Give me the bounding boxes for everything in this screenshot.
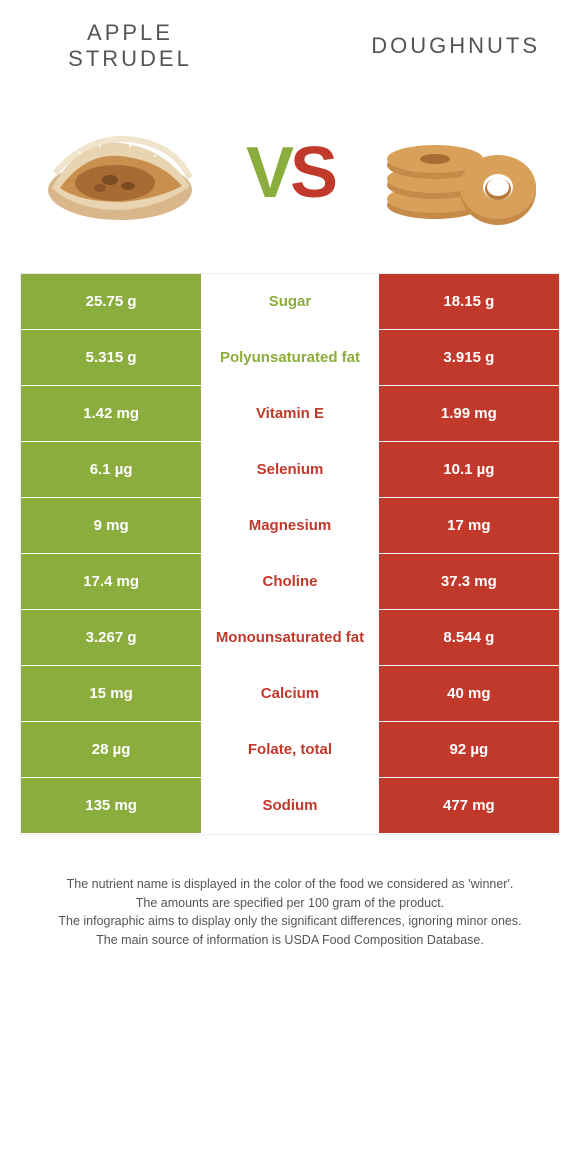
- title-left: Apple strudel: [40, 20, 220, 73]
- vs-s: S: [290, 133, 334, 213]
- table-row: 135 mgSodium477 mg: [21, 778, 559, 834]
- nutrient-name: Selenium: [201, 442, 379, 497]
- nutrient-table: 25.75 gSugar18.15 g5.315 gPolyunsaturate…: [20, 273, 560, 835]
- right-value: 17 mg: [379, 498, 559, 553]
- right-value: 477 mg: [379, 778, 559, 833]
- footer-line-4: The main source of information is USDA F…: [30, 931, 550, 950]
- nutrient-name: Calcium: [201, 666, 379, 721]
- right-value: 8.544 g: [379, 610, 559, 665]
- doughnuts-image: [380, 113, 540, 233]
- table-row: 28 µgFolate, total92 µg: [21, 722, 559, 778]
- left-value: 17.4 mg: [21, 554, 201, 609]
- table-row: 17.4 mgCholine37.3 mg: [21, 554, 559, 610]
- right-value: 40 mg: [379, 666, 559, 721]
- nutrient-name: Sodium: [201, 778, 379, 833]
- table-row: 3.267 gMonounsaturated fat8.544 g: [21, 610, 559, 666]
- vs-v: V: [246, 133, 290, 213]
- left-value: 6.1 µg: [21, 442, 201, 497]
- hero-row: VS: [0, 83, 580, 273]
- right-value: 37.3 mg: [379, 554, 559, 609]
- nutrient-name: Monounsaturated fat: [201, 610, 379, 665]
- table-row: 5.315 gPolyunsaturated fat3.915 g: [21, 330, 559, 386]
- nutrient-name: Polyunsaturated fat: [201, 330, 379, 385]
- vs-label: VS: [246, 132, 334, 214]
- footer-line-2: The amounts are specified per 100 gram o…: [30, 894, 550, 913]
- footer-notes: The nutrient name is displayed in the co…: [30, 875, 550, 950]
- right-value: 3.915 g: [379, 330, 559, 385]
- right-value: 18.15 g: [379, 274, 559, 329]
- header: Apple strudel Doughnuts: [0, 0, 580, 83]
- left-value: 15 mg: [21, 666, 201, 721]
- left-value: 5.315 g: [21, 330, 201, 385]
- table-row: 1.42 mgVitamin E1.99 mg: [21, 386, 559, 442]
- nutrient-name: Magnesium: [201, 498, 379, 553]
- left-value: 3.267 g: [21, 610, 201, 665]
- apple-strudel-image: [40, 113, 200, 233]
- table-row: 15 mgCalcium40 mg: [21, 666, 559, 722]
- nutrient-name: Choline: [201, 554, 379, 609]
- left-value: 28 µg: [21, 722, 201, 777]
- left-value: 135 mg: [21, 778, 201, 833]
- footer-line-1: The nutrient name is displayed in the co…: [30, 875, 550, 894]
- nutrient-name: Sugar: [201, 274, 379, 329]
- right-value: 10.1 µg: [379, 442, 559, 497]
- right-value: 92 µg: [379, 722, 559, 777]
- table-row: 9 mgMagnesium17 mg: [21, 498, 559, 554]
- footer-line-3: The infographic aims to display only the…: [30, 912, 550, 931]
- left-value: 9 mg: [21, 498, 201, 553]
- left-value: 1.42 mg: [21, 386, 201, 441]
- left-value: 25.75 g: [21, 274, 201, 329]
- title-right: Doughnuts: [360, 33, 540, 59]
- table-row: 6.1 µgSelenium10.1 µg: [21, 442, 559, 498]
- nutrient-name: Vitamin E: [201, 386, 379, 441]
- nutrient-name: Folate, total: [201, 722, 379, 777]
- right-value: 1.99 mg: [379, 386, 559, 441]
- table-row: 25.75 gSugar18.15 g: [21, 274, 559, 330]
